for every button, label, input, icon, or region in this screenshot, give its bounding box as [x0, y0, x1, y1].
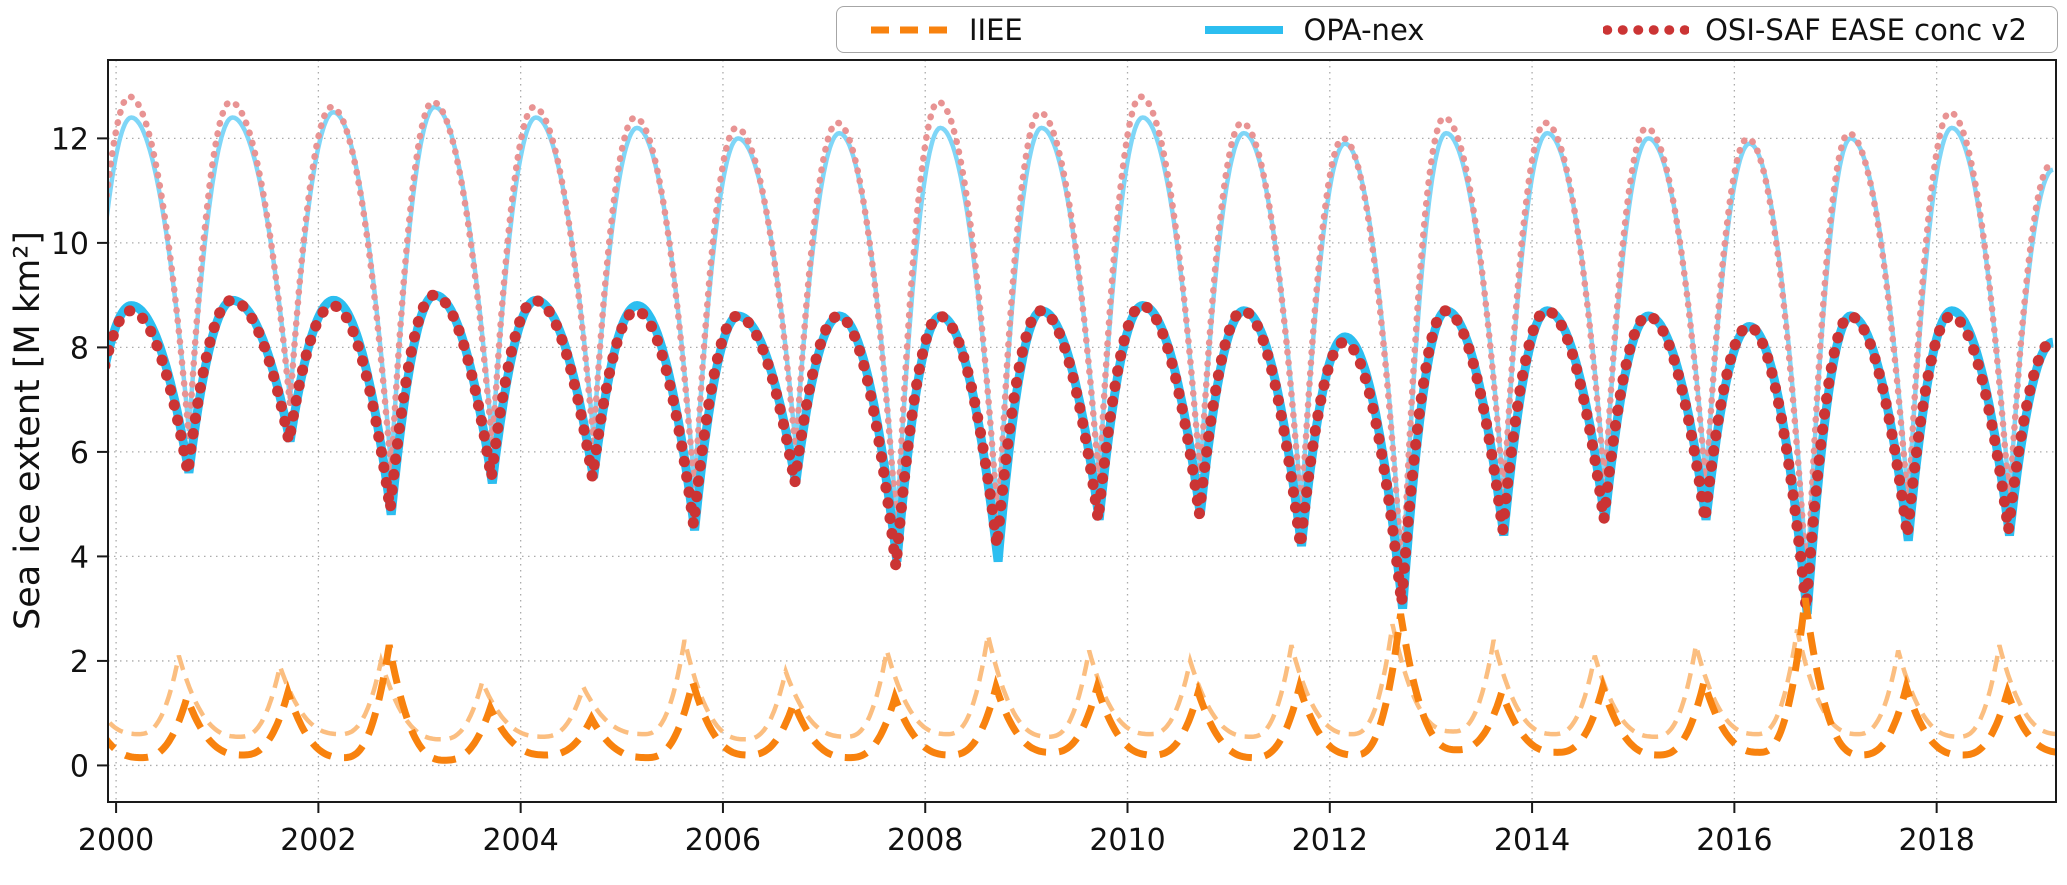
legend-label-opa-nex: OPA-nex — [1303, 12, 1425, 47]
legend-label-osi-saf: OSI-SAF EASE conc v2 — [1705, 12, 2027, 47]
series-iiee-light — [108, 623, 2056, 742]
x-tick-label: 2004 — [482, 823, 558, 858]
x-tick-label: 2012 — [1292, 823, 1368, 858]
series-osi-saf-area — [108, 289, 2056, 610]
y-tick-label: 6 — [70, 436, 89, 471]
y-tick-label: 12 — [51, 122, 89, 157]
legend-entry-opa-nex: OPA-nex — [1201, 13, 1424, 47]
legend-line-glyph — [1603, 24, 1690, 35]
legend-entry-osi-saf: OSI-SAF EASE conc v2 — [1603, 13, 2027, 47]
x-tick-label: 2016 — [1696, 823, 1772, 858]
x-tick-label: 2006 — [685, 823, 761, 858]
legend: IIEE OPA-nex OSI-SAF EASE conc v2 — [836, 6, 2058, 53]
y-tick-label: 8 — [70, 331, 89, 366]
legend-line-glyph — [1205, 25, 1284, 34]
x-tick-label: 2010 — [1089, 823, 1165, 858]
legend-label-iiee: IIEE — [969, 12, 1023, 47]
legend-sample-iiee-line — [867, 19, 953, 41]
x-tick-label: 2014 — [1494, 823, 1570, 858]
legend-sample-osi-saf-line — [1603, 19, 1690, 41]
series-iiee-dark — [108, 597, 2056, 764]
y-tick-label: 4 — [70, 540, 89, 575]
x-tick-label: 2008 — [887, 823, 963, 858]
y-tick-label: 2 — [70, 645, 89, 680]
x-tick-label: 2000 — [78, 823, 154, 858]
y-tick-label: 0 — [70, 749, 89, 784]
legend-line-glyph — [871, 26, 949, 33]
y-tick-label: 10 — [51, 227, 89, 262]
series-osi-saf-extent — [108, 93, 2055, 589]
x-tick-label: 2018 — [1898, 823, 1974, 858]
legend-sample-opa-nex-line — [1201, 19, 1287, 41]
x-tick-label: 2002 — [280, 823, 356, 858]
legend-entry-iiee: IIEE — [867, 13, 1023, 47]
plot-border — [107, 59, 2057, 803]
